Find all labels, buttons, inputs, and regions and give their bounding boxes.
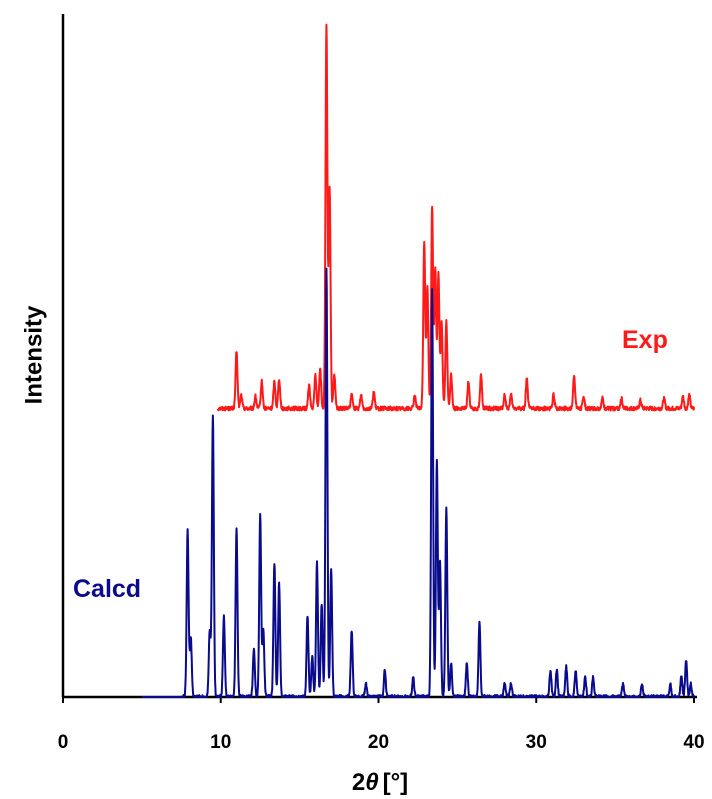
series-line-calcd xyxy=(141,267,695,698)
x-axis-title-unit: [°] xyxy=(383,769,409,796)
x-axis-title: 2θ [°] xyxy=(352,769,408,796)
x-axis-title-symbol: θ xyxy=(365,769,378,796)
x-tick-label: 10 xyxy=(210,732,231,753)
series-layer xyxy=(141,23,695,698)
x-tick-label: 20 xyxy=(368,732,389,753)
x-ticks: 0 10 20 30 40 xyxy=(58,697,705,753)
x-tick-label: 40 xyxy=(683,732,704,753)
series-label-calcd: Calcd xyxy=(73,575,141,603)
x-tick-label: 30 xyxy=(526,732,547,753)
x-tick-label: 0 xyxy=(58,732,69,753)
axes xyxy=(61,14,697,699)
y-axis-title: Intensity xyxy=(20,305,47,404)
series-label-exp: Exp xyxy=(622,326,668,354)
series-line-exp xyxy=(216,23,695,412)
x-axis-title-prefix: 2 xyxy=(352,769,365,796)
